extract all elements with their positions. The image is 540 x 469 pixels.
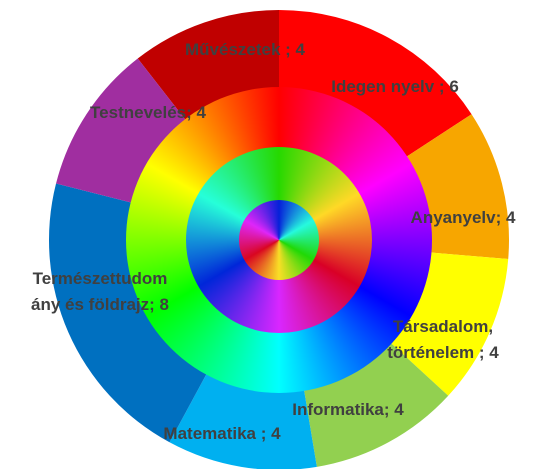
data-label: Testnevelés; 4 bbox=[90, 103, 206, 122]
donut-segment bbox=[406, 114, 509, 259]
data-label: Matematika ; 4 bbox=[163, 424, 281, 443]
data-label: Idegen nyelv ; 6 bbox=[331, 77, 459, 96]
donut-segment bbox=[390, 252, 509, 396]
data-label: Anyanyelv; 4 bbox=[410, 208, 516, 227]
donut-segment bbox=[56, 58, 186, 203]
data-label: Természettudom ány és földrajz; 8 bbox=[31, 269, 169, 314]
donut-segment bbox=[169, 373, 317, 469]
data-label: Informatika; 4 bbox=[292, 400, 404, 419]
donut-segment bbox=[279, 10, 472, 157]
donut-segment bbox=[304, 342, 449, 467]
spiral-decoration bbox=[239, 200, 319, 280]
donut-segment bbox=[48, 183, 207, 443]
data-label: Művészetek ; 4 bbox=[185, 40, 305, 59]
donut-segment bbox=[137, 10, 279, 121]
data-label: Társadalom, történelem ; 4 bbox=[387, 317, 499, 362]
